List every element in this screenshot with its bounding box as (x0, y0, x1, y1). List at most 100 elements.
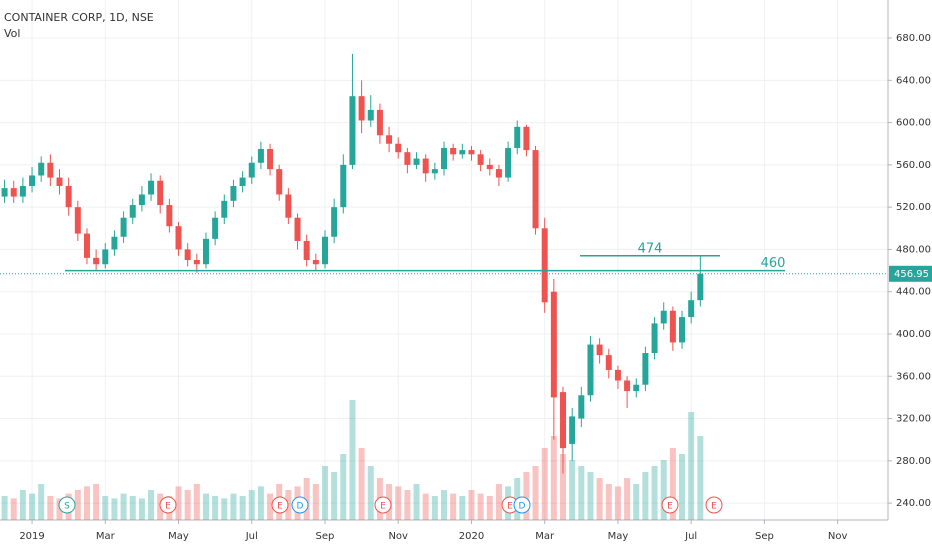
y-tick-label: 400.00 (896, 329, 931, 340)
y-tick-label: 600.00 (896, 118, 931, 129)
y-tick-label: 320.00 (896, 414, 931, 425)
event-marker (271, 496, 289, 514)
candle-body (596, 344, 603, 356)
volume-bar (569, 460, 576, 520)
event-marker (513, 496, 531, 514)
volume-bar (587, 472, 594, 520)
volume-bar (697, 436, 704, 520)
volume-bar (578, 466, 585, 520)
candle-body (47, 162, 54, 178)
volume-label: Vol (4, 27, 20, 40)
x-tick-label: Mar (535, 531, 555, 542)
volume-bar (56, 498, 63, 520)
volume-bar (477, 493, 484, 520)
level-label: 474 (638, 241, 663, 256)
volume-bar (83, 486, 90, 520)
candle-body (642, 353, 649, 385)
event-label: E (507, 502, 513, 512)
event-label: D (519, 502, 526, 512)
y-tick-label: 280.00 (896, 456, 931, 467)
volume-bar (1, 496, 8, 520)
last-price-label: 456.95 (894, 269, 929, 280)
candle-body (102, 249, 109, 265)
candle-body (129, 205, 136, 218)
volume-bar (129, 496, 136, 520)
candle-body (660, 310, 667, 324)
candle-body (312, 260, 319, 265)
volume-bar (120, 493, 127, 520)
last-price-badge (889, 265, 932, 282)
candle-body (386, 135, 393, 144)
volume-bar (413, 484, 420, 520)
candle-body (65, 186, 72, 208)
candle-body (285, 194, 292, 218)
candle-body (166, 205, 173, 227)
candle-body (175, 226, 182, 250)
y-tick-label: 520.00 (896, 202, 931, 213)
candle-body (193, 260, 200, 265)
candle-body (688, 300, 695, 318)
candle-body (74, 207, 81, 234)
volume-bar (523, 472, 530, 520)
volume-bar (340, 454, 347, 520)
candle-body (221, 200, 228, 218)
volume-bar (102, 496, 109, 520)
volume-bar (404, 490, 411, 520)
candle-body (157, 180, 164, 206)
candle-body (651, 323, 658, 354)
volume-bar (624, 478, 631, 520)
volume-bar (459, 496, 466, 520)
volume-bar (38, 484, 45, 520)
y-tick-label: 560.00 (896, 160, 931, 171)
candle-body (550, 291, 557, 398)
volume-bar (312, 484, 319, 520)
candle-body (459, 150, 466, 155)
x-tick-label: 2019 (19, 531, 44, 542)
candle-body (624, 380, 631, 392)
volume-bar (367, 466, 374, 520)
volume-bar (468, 490, 475, 520)
candle-body (294, 217, 301, 241)
volume-bar (267, 493, 274, 520)
x-tick-label: Sep (316, 531, 335, 542)
level-label: 460 (761, 256, 786, 271)
candle-body (431, 169, 438, 174)
event-label: D (297, 502, 304, 512)
event-label: E (380, 502, 386, 512)
candle-body (303, 240, 310, 260)
volume-bar (441, 490, 447, 520)
candle-body (111, 236, 118, 250)
x-tick-label: May (608, 531, 629, 542)
volume-bar (486, 496, 493, 520)
volume-bar (230, 493, 237, 520)
volume-bar (642, 472, 649, 520)
candle-body (202, 238, 209, 265)
volume-bar (138, 498, 145, 520)
event-label: S (64, 502, 70, 512)
volume-bar (93, 484, 100, 520)
candle-body (267, 149, 274, 170)
volume-bar (633, 484, 640, 520)
candle-body (569, 416, 576, 444)
volume-bar (688, 412, 695, 520)
candle-body (230, 186, 237, 201)
candle-body (395, 143, 402, 153)
candle-body (633, 384, 640, 392)
event-label: E (165, 502, 171, 512)
volume-bar (532, 466, 539, 520)
x-tick-label: Sep (755, 531, 774, 542)
candle-body (120, 217, 127, 237)
volume-bar (10, 498, 17, 520)
volume-bar (495, 484, 502, 520)
candle-body (83, 233, 90, 258)
candle-body (349, 96, 356, 165)
volume-bar (605, 484, 612, 520)
volume-bar (395, 486, 402, 520)
candle-body (468, 150, 475, 155)
volume-bar (47, 496, 54, 520)
candle-body (331, 207, 338, 237)
candle-body (587, 344, 594, 396)
volume-bar (193, 484, 200, 520)
candle-body (239, 177, 246, 187)
